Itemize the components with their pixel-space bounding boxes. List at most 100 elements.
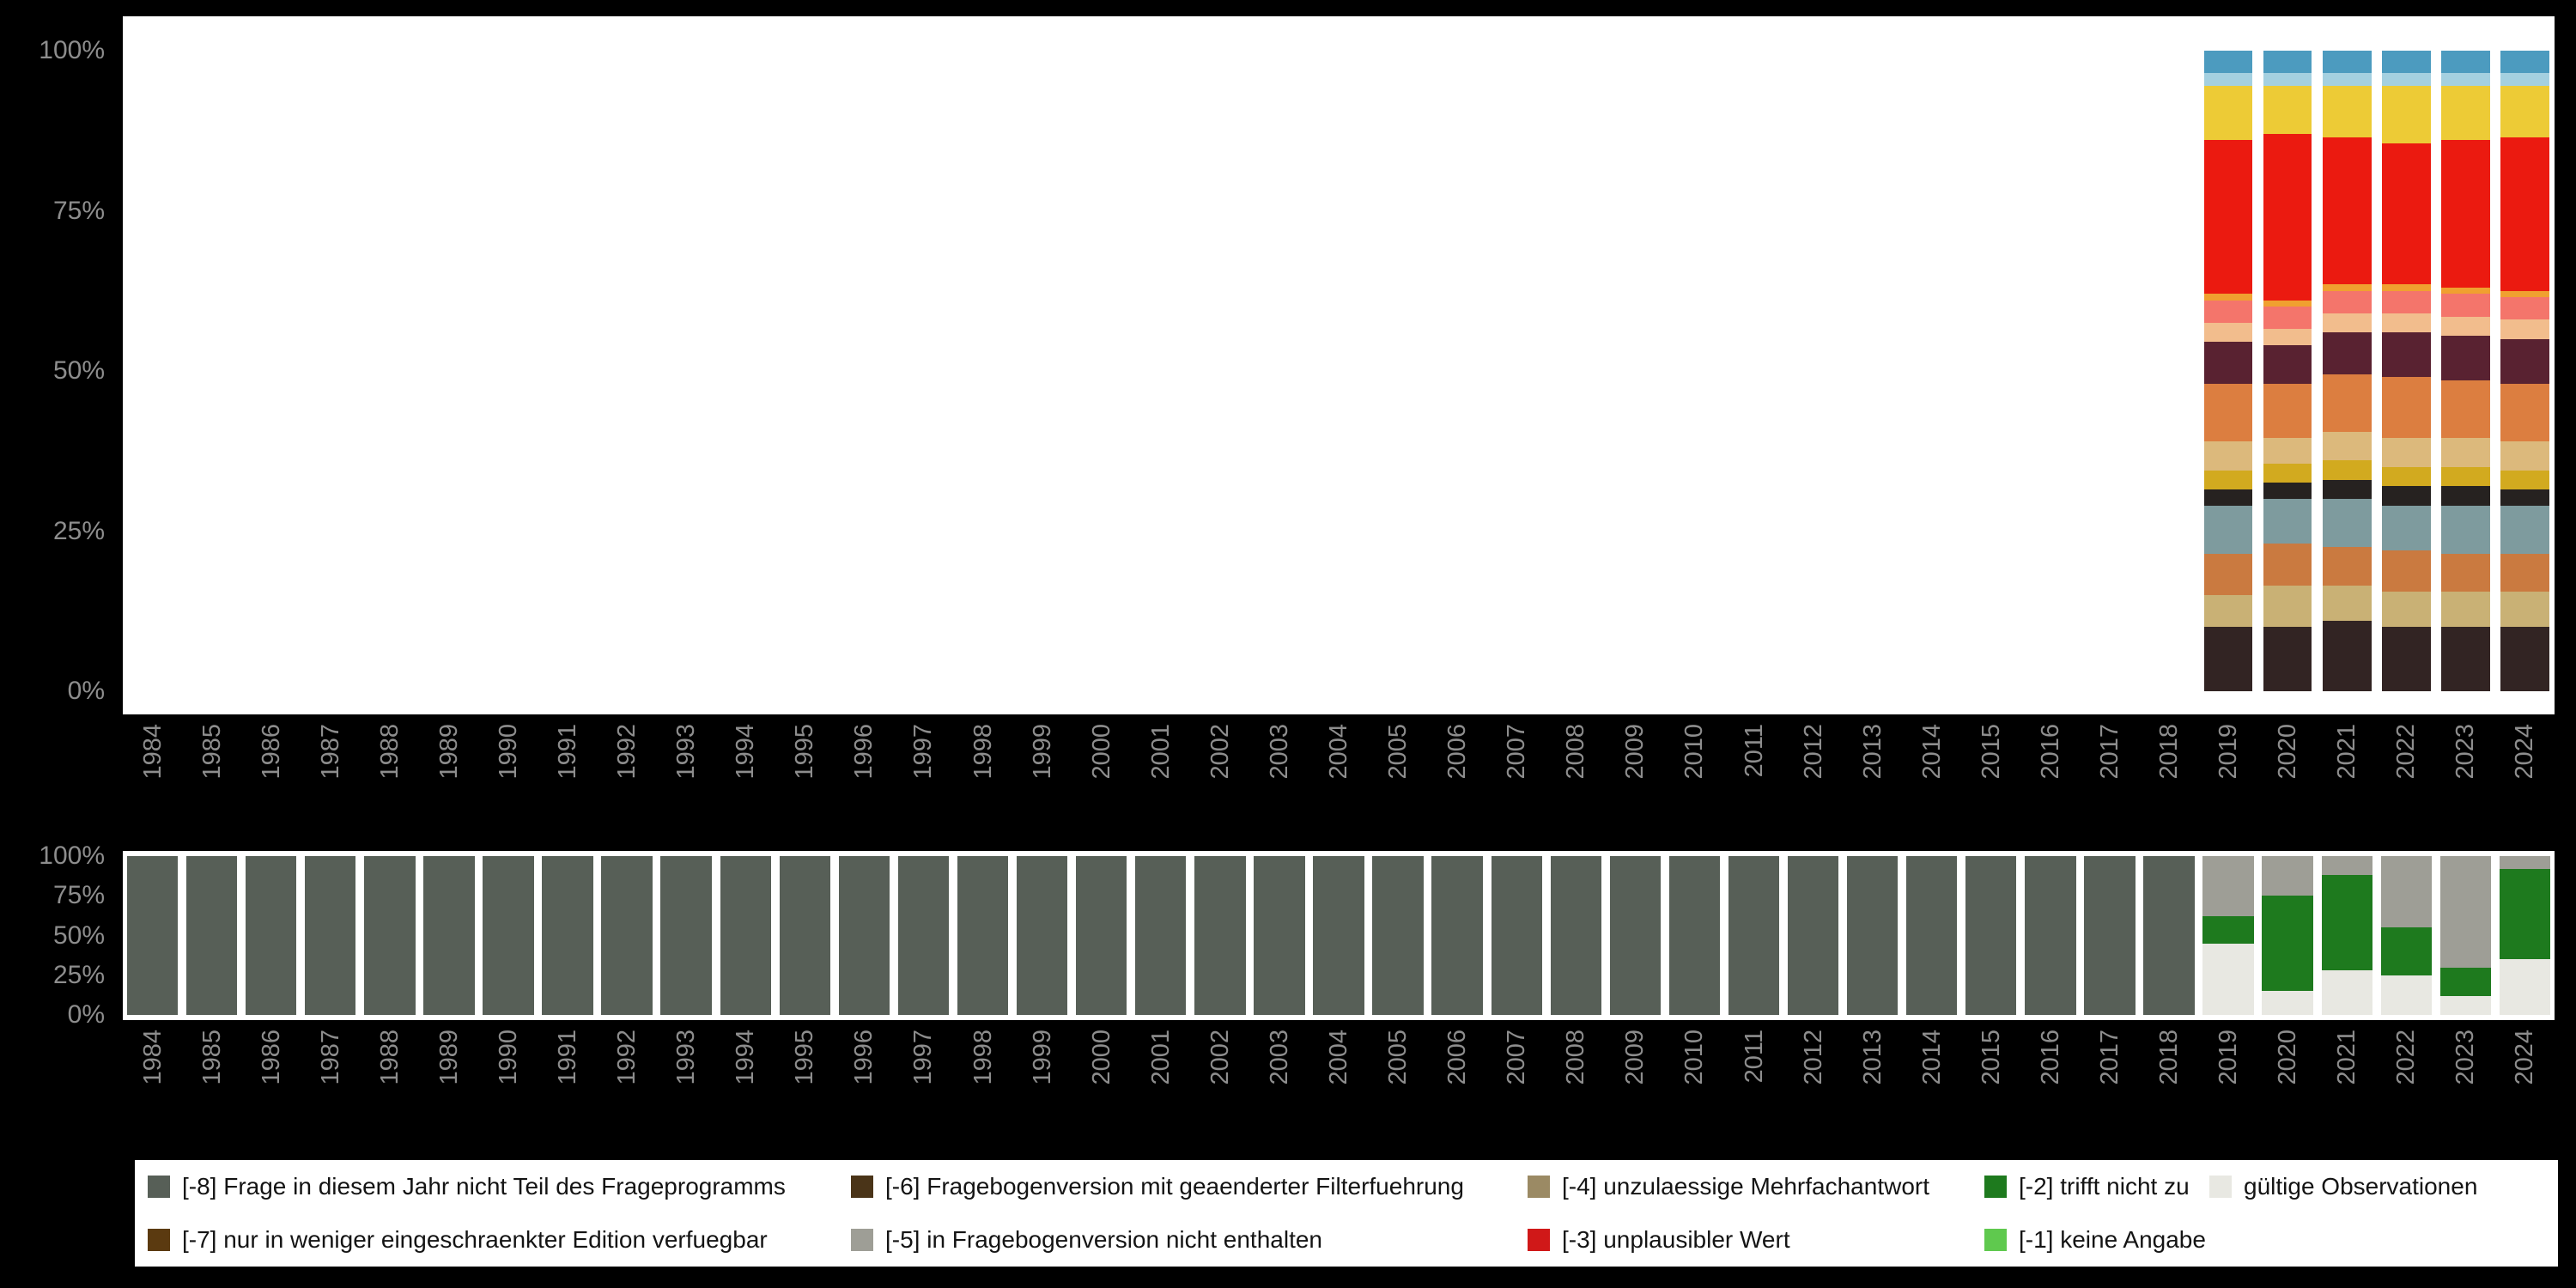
bar-1988	[364, 856, 416, 1015]
segment---8-frage-in-diesem-jahr-nicht-teil-des-frageprogramms	[1609, 856, 1662, 1015]
segment-steel-blue	[2322, 51, 2372, 74]
segment-dark-brown	[2381, 627, 2431, 691]
segment---8-frage-in-diesem-jahr-nicht-teil-des-frageprogramms	[1728, 856, 1780, 1015]
x-tick-1992: 1992	[613, 724, 641, 780]
x-tick-2002: 2002	[1206, 1030, 1234, 1085]
segment-slate-gray	[2381, 505, 2431, 550]
segment-steel-blue	[2263, 51, 2312, 74]
segment---5-in-fragebogenversion-nicht-enthalten	[2202, 856, 2254, 917]
legend-swatch	[1984, 1229, 2007, 1251]
segment-dark-brown	[2441, 627, 2490, 691]
x-tick-2022: 2022	[2392, 724, 2421, 780]
top-chart	[123, 16, 2555, 714]
segment-tan	[2500, 441, 2549, 471]
segment-slate-gray	[2322, 499, 2372, 548]
bar-2001	[1135, 856, 1187, 1015]
segment---8-frage-in-diesem-jahr-nicht-teil-des-frageprogramms	[1431, 856, 1483, 1015]
segment-salmon	[2381, 290, 2431, 313]
legend-swatch	[1528, 1229, 1550, 1251]
segment-steel-blue	[2500, 51, 2549, 74]
segment---8-frage-in-diesem-jahr-nicht-teil-des-frageprogramms	[185, 856, 238, 1015]
legend: [-8] Frage in diesem Jahr nicht Teil des…	[135, 1160, 2558, 1267]
segment-black	[2203, 489, 2253, 506]
segment-black	[2441, 486, 2490, 506]
segment-orange	[2381, 377, 2431, 439]
segment-light-blue	[2381, 73, 2431, 87]
segment-burnt-orange	[2322, 547, 2372, 586]
bar-1991	[542, 856, 593, 1015]
segment---8-frage-in-diesem-jahr-nicht-teil-des-frageprogramms	[305, 856, 356, 1015]
x-tick-1994: 1994	[732, 724, 760, 780]
bar-2023	[2439, 856, 2492, 1015]
x-tick-2016: 2016	[2036, 724, 2064, 780]
bar-2003	[1254, 856, 1305, 1015]
bottom-chart-y-axis: 100% 75% 50% 25% 0%	[0, 842, 113, 1029]
segment-khaki	[2263, 585, 2312, 628]
legend-item: [-4] unzulaessige Mehrfachantwort	[1528, 1173, 1984, 1200]
segment-gold	[2500, 86, 2549, 137]
x-tick-2019: 2019	[2215, 1030, 2243, 1085]
segment-orange	[2203, 383, 2253, 441]
y-tick-0pct: 0%	[67, 1000, 105, 1029]
x-tick-2003: 2003	[1265, 1030, 1293, 1085]
segment---8-frage-in-diesem-jahr-nicht-teil-des-frageprogramms	[1906, 856, 1958, 1015]
segment---8-frage-in-diesem-jahr-nicht-teil-des-frageprogramms	[779, 856, 831, 1015]
x-tick-2006: 2006	[1443, 1030, 1472, 1085]
x-tick-2022: 2022	[2392, 1030, 2421, 1085]
segment-peach	[2263, 329, 2312, 346]
x-tick-2012: 2012	[1799, 724, 1827, 780]
x-tick-1995: 1995	[791, 1030, 819, 1085]
segment-dark-maroon	[2322, 332, 2372, 374]
segment---8-frage-in-diesem-jahr-nicht-teil-des-frageprogramms	[1254, 856, 1305, 1015]
bottom-chart	[123, 851, 2555, 1020]
y-tick-0pct: 0%	[67, 677, 105, 705]
segment-slate-gray	[2500, 505, 2549, 554]
bar-2021	[2321, 856, 2372, 1015]
bar-2014	[1906, 856, 1958, 1015]
segment---8-frage-in-diesem-jahr-nicht-teil-des-frageprogramms	[1550, 856, 1601, 1015]
segment-red	[2500, 137, 2549, 291]
bar-2000	[1076, 856, 1127, 1015]
top-chart-y-axis: 100% 75% 50% 25% 0%	[0, 16, 113, 714]
segment-light-blue	[2500, 73, 2549, 87]
x-tick-1997: 1997	[909, 1030, 938, 1085]
segment-khaki	[2203, 595, 2253, 628]
x-tick-2017: 2017	[2095, 724, 2123, 780]
x-tick-1987: 1987	[316, 724, 344, 780]
segment-black	[2381, 486, 2431, 506]
legend-item: [-8] Frage in diesem Jahr nicht Teil des…	[148, 1173, 851, 1200]
segment-dark-gold	[2322, 460, 2372, 480]
x-tick-1985: 1985	[197, 724, 226, 780]
legend-swatch	[2209, 1176, 2232, 1198]
x-tick-1989: 1989	[434, 1030, 463, 1085]
bar-2024	[2499, 856, 2551, 1015]
segment-peach	[2500, 319, 2549, 339]
bar-1985	[185, 856, 238, 1015]
segment-salmon	[2500, 297, 2549, 320]
x-tick-2008: 2008	[1562, 1030, 1590, 1085]
bar-2018	[2143, 856, 2195, 1015]
x-tick-2006: 2006	[1443, 724, 1472, 780]
x-tick-1996: 1996	[850, 724, 878, 780]
x-tick-1987: 1987	[316, 1030, 344, 1085]
legend-item: [-7] nur in weniger eingeschraenkter Edi…	[148, 1226, 851, 1254]
bar-2005	[1372, 856, 1424, 1015]
segment---5-in-fragebogenversion-nicht-enthalten	[2321, 856, 2372, 876]
segment-gold	[2381, 86, 2431, 144]
bar-2023	[2441, 51, 2490, 691]
segment-dark-brown	[2263, 627, 2312, 691]
segment-dark-maroon	[2500, 338, 2549, 384]
segment-gold	[2322, 86, 2372, 137]
bar-1998	[957, 856, 1009, 1015]
segment---8-frage-in-diesem-jahr-nicht-teil-des-frageprogramms	[423, 856, 475, 1015]
segment-dark-brown	[2500, 627, 2549, 691]
segment---2-trifft-nicht-zu	[2202, 916, 2254, 944]
segment---8-frage-in-diesem-jahr-nicht-teil-des-frageprogramms	[483, 856, 534, 1015]
segment---8-frage-in-diesem-jahr-nicht-teil-des-frageprogramms	[2143, 856, 2195, 1015]
bar-1993	[660, 856, 712, 1015]
legend-item: [-1] keine Angabe	[1984, 1226, 2209, 1254]
bar-1989	[423, 856, 475, 1015]
legend-item: gültige Observationen	[2209, 1173, 2558, 1200]
x-tick-2013: 2013	[1858, 724, 1886, 780]
segment-tan	[2322, 431, 2372, 461]
